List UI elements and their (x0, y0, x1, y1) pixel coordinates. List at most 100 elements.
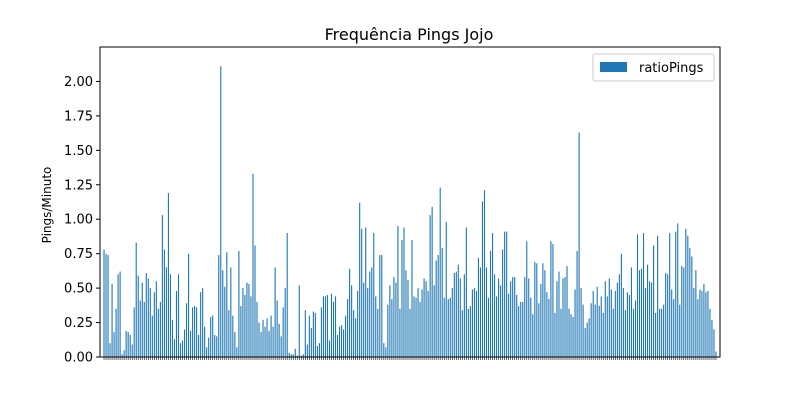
bar (616, 282, 618, 357)
bar (121, 354, 123, 357)
bar (373, 233, 375, 357)
bar (520, 301, 522, 357)
bar (508, 293, 510, 357)
bar (574, 289, 576, 357)
bar (502, 249, 504, 357)
bar (103, 249, 105, 357)
bar (683, 267, 685, 357)
bar (389, 285, 391, 357)
bar (703, 283, 705, 357)
bar (570, 314, 572, 357)
bar (707, 290, 709, 357)
bar (596, 286, 598, 357)
bar (280, 336, 282, 357)
legend-swatch (600, 62, 627, 72)
bar (343, 329, 345, 357)
bar (709, 308, 711, 357)
bar (157, 308, 159, 357)
y-tick-label: 1.50 (64, 144, 93, 159)
bar (332, 301, 335, 357)
bar (143, 301, 145, 357)
bar (506, 231, 508, 357)
bar (546, 292, 548, 357)
bar (270, 315, 272, 357)
bar (659, 308, 661, 357)
bar (151, 315, 153, 357)
bar (602, 312, 604, 357)
y-ticks-group: 0.00 0.25 0.50 0.75 1.00 1.25 1.50 1.75 2.00 (64, 75, 100, 366)
bar (459, 278, 461, 357)
bar (542, 263, 544, 357)
bar (498, 278, 500, 357)
bar (244, 295, 246, 357)
bar (312, 311, 314, 357)
bar (314, 312, 316, 357)
bar (618, 274, 620, 357)
bar (310, 328, 312, 357)
bar (443, 297, 445, 357)
bar (634, 300, 637, 357)
bar (290, 354, 292, 357)
bar (228, 310, 230, 357)
bar (135, 242, 137, 357)
bar (365, 227, 367, 357)
bar (588, 318, 590, 357)
bar (153, 292, 155, 357)
bar (395, 282, 397, 357)
bar (274, 267, 276, 357)
bar (491, 233, 494, 357)
bar (272, 326, 274, 357)
bar (711, 319, 713, 357)
bar (636, 234, 639, 357)
bar (355, 318, 357, 357)
bar (504, 231, 506, 357)
bar (141, 282, 143, 357)
bar (206, 347, 208, 357)
bar (119, 271, 121, 357)
bar (298, 285, 300, 357)
bar (556, 281, 558, 357)
bar (171, 319, 174, 357)
bar (657, 235, 659, 357)
bar (638, 270, 641, 357)
bar (377, 308, 379, 357)
bar (697, 299, 699, 357)
bar (568, 308, 570, 357)
bar (455, 271, 457, 357)
bar (139, 300, 141, 357)
bar (669, 233, 671, 357)
y-tick-label: 0.50 (64, 282, 93, 297)
bar (188, 253, 190, 357)
bar (600, 296, 602, 357)
bar (137, 275, 139, 357)
bar (644, 288, 647, 357)
bar (421, 289, 423, 357)
bar (129, 334, 131, 357)
bar (320, 307, 322, 357)
y-tick-label: 1.00 (64, 213, 93, 228)
bar (107, 255, 109, 357)
bar (427, 290, 429, 357)
bar (198, 334, 200, 357)
bar (646, 264, 649, 357)
bar (578, 132, 580, 357)
bar (196, 307, 198, 357)
bar (161, 215, 163, 357)
bar (467, 308, 469, 357)
bar (679, 304, 681, 357)
bar (560, 308, 562, 357)
bar (250, 296, 252, 357)
bar (401, 239, 403, 357)
bar (284, 288, 286, 357)
bar (218, 255, 220, 357)
y-axis-label: Pings/Minuto (40, 167, 54, 244)
bar (115, 308, 117, 357)
bar (192, 307, 194, 357)
bar (534, 261, 536, 357)
bar (385, 347, 387, 357)
bar (204, 326, 206, 357)
bar (451, 288, 453, 357)
bar (316, 345, 318, 357)
bar (149, 288, 151, 357)
bar (224, 286, 226, 357)
